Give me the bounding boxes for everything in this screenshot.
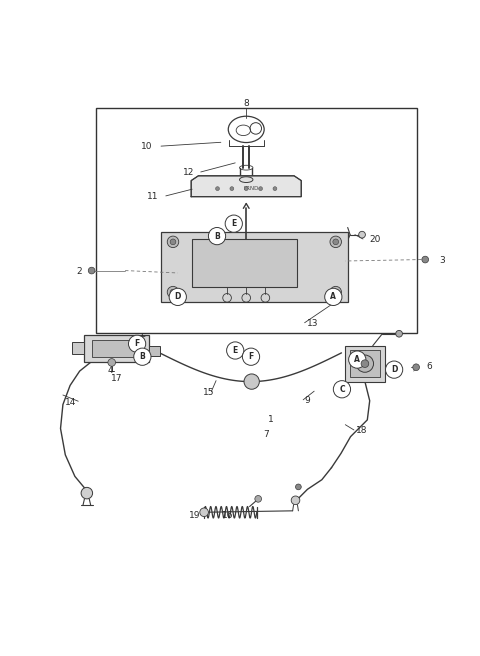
Circle shape [413,364,420,371]
Text: 8: 8 [243,98,249,108]
Text: 11: 11 [147,192,158,201]
Circle shape [324,288,342,306]
Text: F: F [248,352,253,361]
Text: E: E [233,346,238,355]
Circle shape [167,287,179,298]
Circle shape [361,360,369,367]
Circle shape [356,355,373,372]
Text: 14: 14 [65,398,76,407]
Text: 12: 12 [183,168,194,177]
Circle shape [333,289,338,295]
Circle shape [134,348,151,365]
Text: 16: 16 [222,511,233,520]
Text: D: D [175,293,181,301]
Circle shape [225,215,242,232]
Bar [350,350,380,377]
Text: B: B [140,352,145,361]
Circle shape [244,187,248,190]
Text: F: F [141,333,145,342]
Circle shape [273,187,277,190]
Bar [345,346,384,382]
Text: 19: 19 [189,511,201,520]
Circle shape [333,380,350,398]
Bar [84,335,149,361]
Text: 2: 2 [76,267,82,276]
Text: 6: 6 [426,362,432,371]
Circle shape [230,187,234,190]
Text: 18: 18 [356,426,367,435]
Text: 13: 13 [307,319,319,328]
Text: B: B [214,232,220,241]
Ellipse shape [240,176,253,182]
Text: 15: 15 [203,388,215,397]
Circle shape [167,236,179,247]
Circle shape [333,239,338,245]
Text: F: F [134,339,140,348]
Circle shape [359,232,365,238]
Circle shape [170,239,176,245]
Text: 10: 10 [142,142,153,151]
Text: 1: 1 [268,415,274,424]
Polygon shape [191,176,301,197]
Text: 20: 20 [369,235,381,244]
Circle shape [170,289,176,295]
Text: 9: 9 [305,396,311,405]
Bar [72,342,84,354]
Circle shape [348,351,366,368]
Circle shape [255,495,262,502]
Circle shape [296,484,301,490]
Text: A: A [330,293,336,301]
Text: 5: 5 [357,355,363,363]
Circle shape [108,359,116,366]
Text: A: A [354,355,360,364]
Bar [161,232,348,302]
Text: 4: 4 [357,362,363,371]
Circle shape [88,267,95,274]
Circle shape [385,361,403,379]
Text: PRND: PRND [243,186,259,191]
Circle shape [227,342,244,359]
Circle shape [129,335,146,352]
Text: 7: 7 [263,430,269,439]
Circle shape [242,348,260,365]
Bar [96,108,417,333]
Bar [149,346,159,356]
Circle shape [396,331,402,337]
Bar [192,239,298,287]
Circle shape [259,187,263,190]
Circle shape [330,236,341,247]
Text: E: E [231,219,237,228]
Circle shape [244,374,259,389]
Text: 4: 4 [108,365,113,375]
Circle shape [81,487,93,499]
Text: C: C [339,385,345,394]
Circle shape [422,256,429,263]
Text: 3: 3 [439,256,445,266]
Circle shape [291,496,300,504]
Text: 17: 17 [111,374,123,382]
Circle shape [330,287,341,298]
Circle shape [208,228,226,245]
Text: D: D [391,365,397,374]
Circle shape [216,187,219,190]
Circle shape [200,508,208,516]
Bar [92,340,142,357]
Circle shape [169,288,186,306]
